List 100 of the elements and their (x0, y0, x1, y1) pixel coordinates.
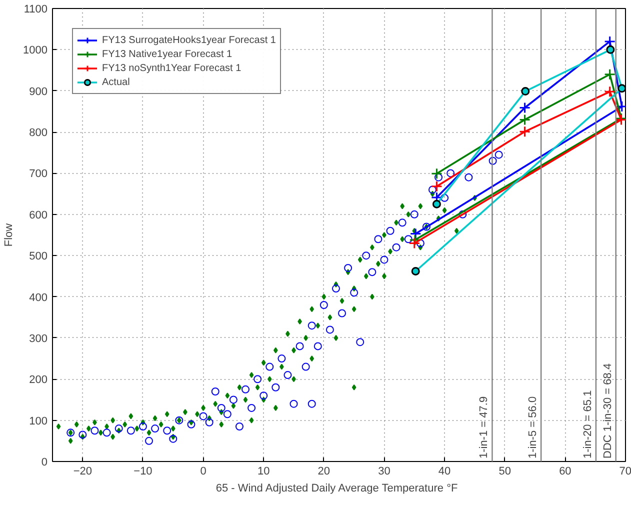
point (254, 375, 262, 384)
y-axis-title: Flow (3, 223, 16, 247)
point (494, 150, 503, 159)
point (302, 362, 310, 371)
x-tick-label: −20 (73, 466, 92, 478)
point (217, 404, 226, 412)
point (606, 45, 615, 54)
y-tick-label: 1000 (23, 44, 48, 57)
point (187, 420, 196, 428)
point (308, 322, 316, 330)
y-tick-label: 0 (41, 456, 48, 468)
y-tick-label: 400 (29, 292, 48, 304)
point (338, 309, 346, 318)
point (374, 235, 382, 244)
x-tick-label: 20 (318, 466, 330, 478)
x-tick-label: 60 (559, 466, 572, 478)
point (432, 200, 441, 208)
point (428, 186, 436, 194)
y-tick-label: 800 (29, 127, 48, 140)
x-tick-label: 70 (619, 466, 631, 478)
point (211, 388, 220, 396)
y-tick-label: 300 (29, 332, 48, 345)
x-tick-label: 30 (378, 466, 390, 478)
x-axis-title: 65 - Wind Adjusted Daily Average Temperature °F (216, 482, 458, 494)
point (519, 126, 531, 138)
y-tick-label: 200 (29, 374, 48, 386)
point (114, 424, 123, 433)
point (409, 234, 421, 246)
point (90, 426, 99, 435)
point (163, 426, 172, 435)
point (430, 168, 442, 180)
point (368, 268, 376, 276)
y-tick-label: 100 (29, 415, 48, 428)
legend-label: FY13 SurrogateHooks1year Forecast 1 (102, 34, 276, 47)
point (169, 434, 178, 443)
point (229, 396, 238, 404)
point (430, 180, 442, 192)
point (242, 385, 250, 394)
point (411, 266, 420, 276)
point (296, 342, 304, 350)
legend-label: FY13 Native1year Forecast 1 (102, 48, 232, 61)
point (458, 210, 467, 218)
y-tick-label: 600 (29, 209, 48, 222)
point (235, 422, 244, 430)
point (618, 84, 626, 93)
y-tick-label: 900 (29, 86, 48, 98)
y-tick-label: 700 (29, 168, 48, 180)
point (380, 256, 388, 264)
point (604, 68, 616, 80)
ref-line-label: DDC 1-in-30 = 68.4 (602, 363, 614, 458)
x-tick-label: 0 (200, 466, 206, 478)
point (362, 252, 370, 260)
point (284, 371, 292, 380)
point (410, 210, 418, 218)
point (392, 243, 400, 252)
point (145, 436, 154, 445)
ref-line-label: 1-in-1 = 47.9 (478, 396, 490, 458)
point (398, 218, 406, 227)
point (223, 410, 232, 418)
point (326, 326, 334, 334)
point (464, 173, 473, 182)
point (604, 86, 616, 98)
point (278, 354, 286, 363)
point (604, 36, 616, 48)
point (521, 87, 530, 96)
y-tick-label: 500 (29, 250, 48, 263)
point (404, 235, 412, 244)
point (386, 226, 394, 235)
point (308, 400, 316, 408)
point (248, 404, 256, 412)
point (199, 412, 208, 420)
point (356, 338, 364, 346)
point (434, 173, 443, 182)
point (488, 156, 497, 165)
point (408, 237, 420, 249)
y-tick-label: 1100 (24, 4, 48, 16)
x-tick-label: 10 (257, 466, 270, 478)
point (78, 430, 87, 439)
point (314, 342, 322, 350)
point (410, 228, 422, 240)
point (126, 426, 135, 435)
point (519, 102, 531, 114)
point (260, 392, 268, 400)
point (272, 383, 280, 392)
point (519, 114, 531, 126)
x-tick-label: −10 (134, 466, 152, 478)
legend-label: FY13 noSynth1Year Forecast 1 (102, 62, 242, 75)
ref-line-label: 1-in-5 = 56.0 (527, 396, 540, 458)
legend-label: Actual (102, 76, 130, 89)
x-tick-label: 40 (438, 466, 451, 478)
point (138, 422, 147, 430)
point (446, 169, 455, 178)
point (350, 288, 358, 297)
point (440, 194, 449, 202)
point (205, 418, 214, 426)
point (266, 362, 274, 371)
point (102, 428, 111, 437)
point (320, 301, 328, 309)
point (332, 284, 340, 293)
point (344, 264, 352, 272)
